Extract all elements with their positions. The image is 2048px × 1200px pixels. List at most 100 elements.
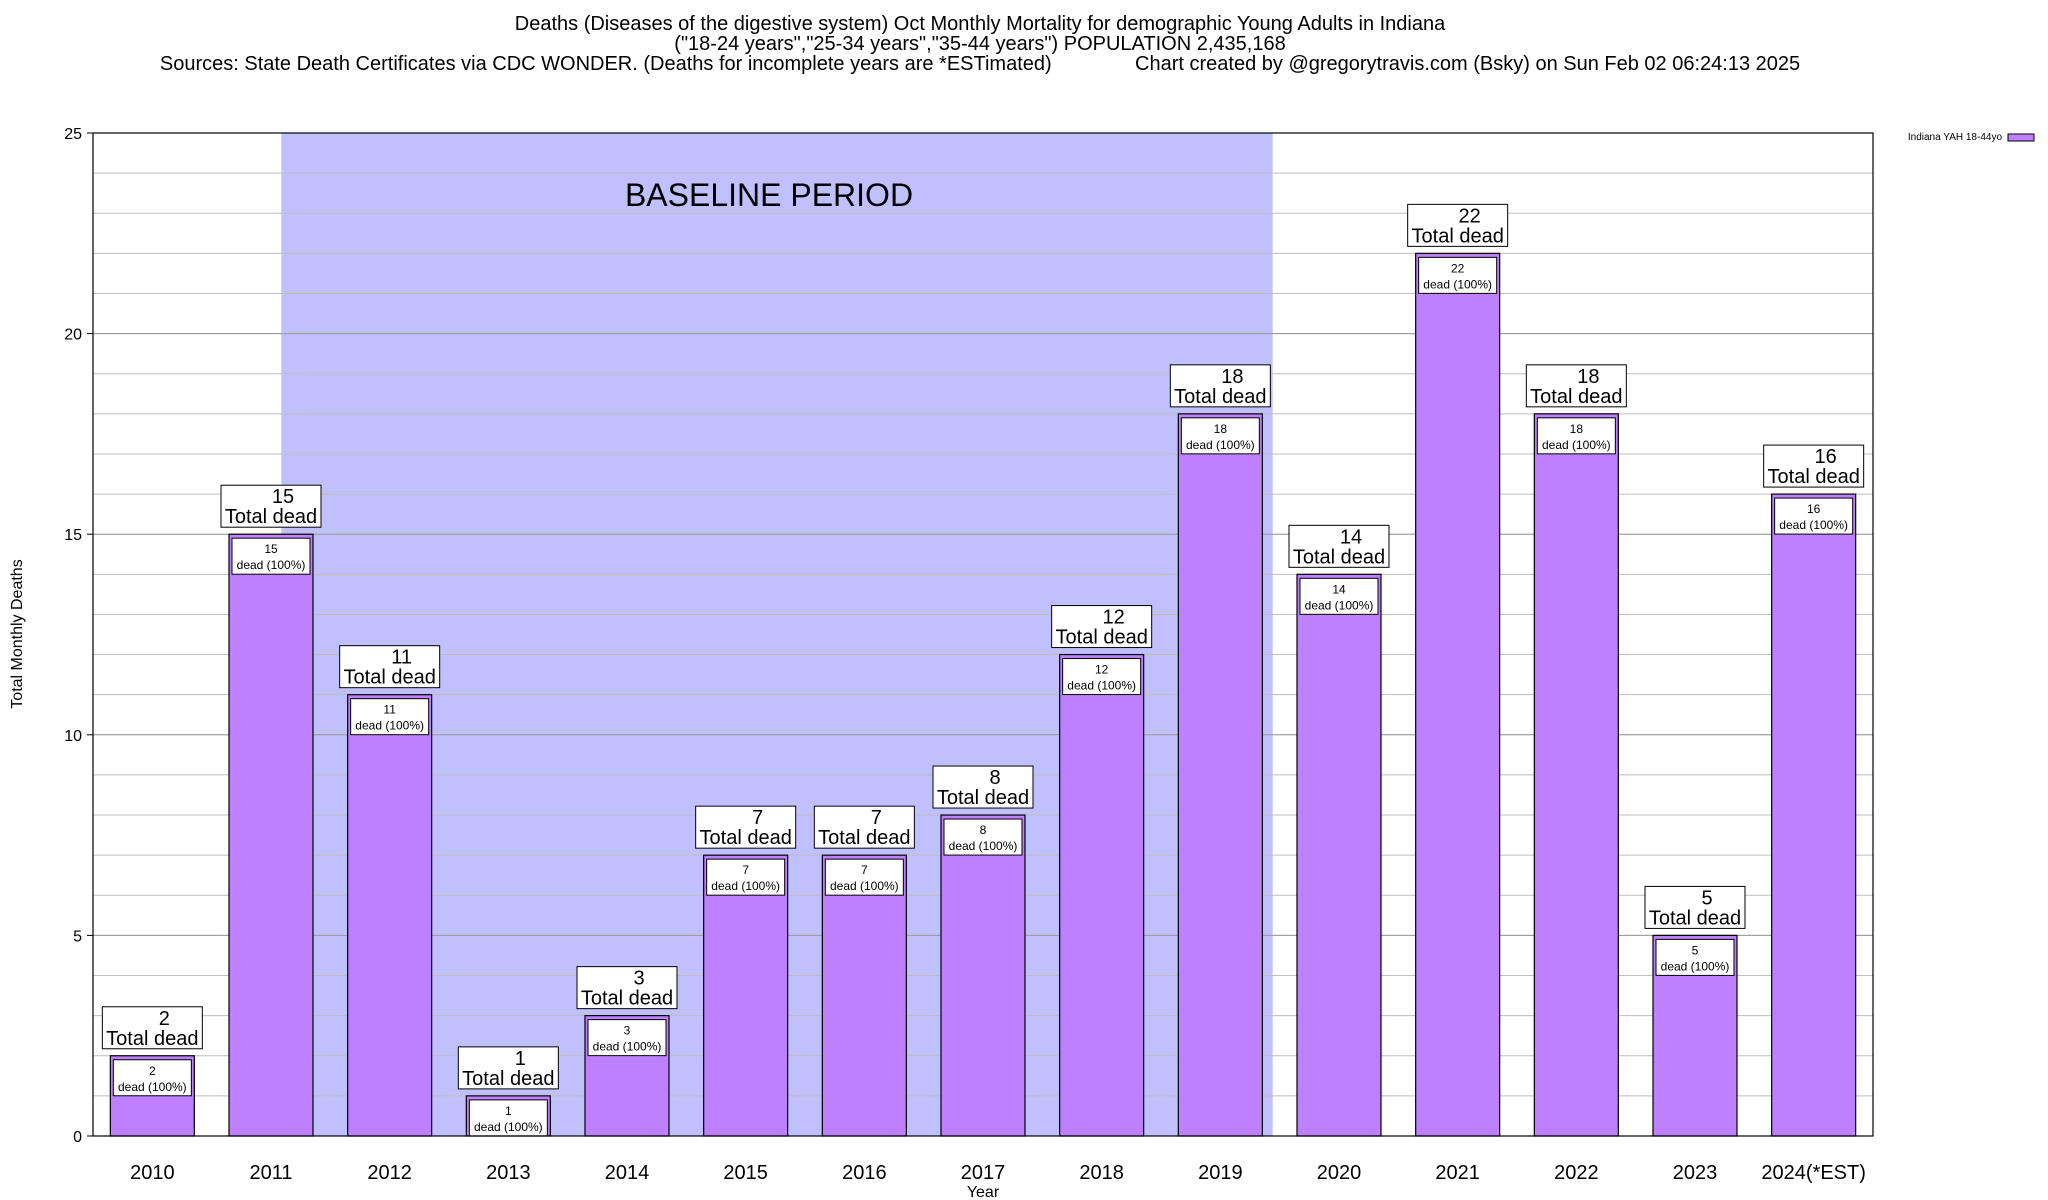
y-tick-label: 0 xyxy=(73,1129,82,1146)
bar xyxy=(1059,653,1145,1137)
x-tick-label: 2014 xyxy=(605,1162,650,1184)
bar xyxy=(347,694,433,1137)
bar-inner-value: 2 xyxy=(149,1064,156,1078)
bar-inner-value: 18 xyxy=(1214,422,1228,436)
bar-inner-value: 15 xyxy=(264,542,278,556)
bar xyxy=(1296,573,1382,1137)
bar-inner-label-box xyxy=(824,858,904,896)
bar-inner-label: dead (100%) xyxy=(1305,598,1374,612)
bar-top-value: 15 xyxy=(272,486,294,508)
bar-top-value: 2 xyxy=(159,1008,170,1030)
bar-inner-label-box xyxy=(706,858,786,896)
bar-inner-label: dead (100%) xyxy=(1067,679,1136,693)
bar-inner-label-box xyxy=(1774,497,1854,535)
x-tick-label: 2018 xyxy=(1079,1162,1124,1184)
bar-inner-value: 18 xyxy=(1570,422,1584,436)
y-tick-label: 15 xyxy=(64,527,82,544)
bar-top-label: Total dead xyxy=(1530,386,1622,408)
bar-top-label-box xyxy=(695,805,797,849)
bar-inner-label-box xyxy=(1299,577,1379,615)
bar-top-label: Total dead xyxy=(1649,907,1741,929)
bar-top-label-box xyxy=(1169,364,1271,408)
legend-label: Indiana YAH 18-44yo xyxy=(1908,132,2003,143)
bar-inner-value: 8 xyxy=(980,823,987,837)
bar-inner-value: 1 xyxy=(505,1104,512,1118)
x-tick-label: 2021 xyxy=(1435,1162,1480,1184)
bar-inner-label: dead (100%) xyxy=(830,879,899,893)
x-tick-label: 2017 xyxy=(961,1162,1006,1184)
bar xyxy=(940,814,1026,1137)
bar-inner-label-box xyxy=(1180,417,1260,455)
bar-top-value: 5 xyxy=(1701,887,1712,909)
bar-top-label-box xyxy=(1407,203,1509,247)
bar xyxy=(228,533,314,1137)
x-tick-label: 2011 xyxy=(249,1162,292,1184)
baseline-period-label: BASELINE PERIOD xyxy=(625,177,913,213)
x-tick-label: 2022 xyxy=(1554,1162,1599,1184)
bar-inner-value: 22 xyxy=(1451,261,1465,275)
bar-inner-label-box xyxy=(1536,417,1616,455)
bar-top-label: Total dead xyxy=(818,827,910,849)
bar-top-label-box xyxy=(101,1006,203,1050)
bar-top-label-box xyxy=(457,1046,559,1090)
bar-top-label-box xyxy=(1525,364,1627,408)
y-tick-label: 20 xyxy=(64,327,82,344)
bar-top-label: Total dead xyxy=(1174,386,1266,408)
y-tick-label: 5 xyxy=(73,928,82,945)
bar-top-label: Total dead xyxy=(344,667,436,689)
bar-inner-label: dead (100%) xyxy=(1542,438,1611,452)
chart-source-line: Sources: State Death Certificates via CD… xyxy=(159,53,1052,75)
bar-inner-label-box xyxy=(1655,938,1735,976)
bar-top-label: Total dead xyxy=(581,988,673,1010)
bar xyxy=(703,854,789,1137)
bar-top-label-box xyxy=(220,484,322,528)
bar-top-value: 14 xyxy=(1340,526,1362,548)
bar-inner-label: dead (100%) xyxy=(1779,518,1848,532)
bar-inner-label: dead (100%) xyxy=(237,558,306,572)
bar-top-label-box xyxy=(1763,444,1865,488)
x-tick-label: 2019 xyxy=(1198,1162,1243,1184)
bar-inner-label-box xyxy=(943,818,1023,856)
bar-top-value: 16 xyxy=(1815,446,1837,468)
bar-top-label: Total dead xyxy=(225,506,317,528)
bar-top-value: 12 xyxy=(1103,607,1125,629)
x-tick-label: 2023 xyxy=(1673,1162,1718,1184)
bar-top-label: Total dead xyxy=(106,1028,198,1050)
chart-credit-line: Chart created by @gregorytravis.com (Bsk… xyxy=(1135,53,1801,75)
bar-inner-label-box xyxy=(112,1059,192,1097)
bar-inner-label: dead (100%) xyxy=(474,1120,543,1134)
bar-inner-label: dead (100%) xyxy=(118,1080,187,1094)
bar-top-label: Total dead xyxy=(1293,546,1385,568)
bar-inner-label: dead (100%) xyxy=(355,719,424,733)
bar-top-label: Total dead xyxy=(937,787,1029,809)
x-tick-label: 2012 xyxy=(367,1162,412,1184)
bar-top-value: 7 xyxy=(871,807,882,829)
bar-inner-value: 11 xyxy=(383,703,396,717)
bar-inner-label: dead (100%) xyxy=(949,839,1018,853)
bar xyxy=(1533,413,1619,1137)
y-tick-label: 10 xyxy=(64,728,82,745)
y-tick-label: 25 xyxy=(64,126,82,143)
plot-frame xyxy=(92,132,1874,1137)
legend-swatch xyxy=(2007,133,2035,142)
x-tick-label: 2010 xyxy=(130,1162,175,1184)
bar-top-label: Total dead xyxy=(1056,627,1148,649)
bar-inner-label-box xyxy=(587,1019,667,1057)
bar-inner-label-box xyxy=(468,1099,548,1137)
bar-inner-value: 3 xyxy=(624,1024,631,1038)
bar-inner-value: 7 xyxy=(742,863,749,877)
bar-top-label-box xyxy=(1644,885,1746,929)
bar-inner-value: 5 xyxy=(1692,943,1699,957)
bar-inner-label: dead (100%) xyxy=(1186,438,1255,452)
bar-top-value: 18 xyxy=(1577,366,1599,388)
x-tick-label: 2013 xyxy=(486,1162,531,1184)
bar-inner-label: dead (100%) xyxy=(711,879,780,893)
x-tick-label: 2015 xyxy=(723,1162,768,1184)
bar-top-value: 18 xyxy=(1221,366,1243,388)
chart-title: Deaths (Diseases of the digestive system… xyxy=(514,13,1446,35)
chart-subtitle: ("18-24 years","25-34 years","35-44 year… xyxy=(674,33,1286,55)
bar xyxy=(1177,413,1263,1137)
bar-inner-label-box xyxy=(231,537,311,575)
bar-top-label-box xyxy=(339,645,441,689)
bar xyxy=(821,854,907,1137)
